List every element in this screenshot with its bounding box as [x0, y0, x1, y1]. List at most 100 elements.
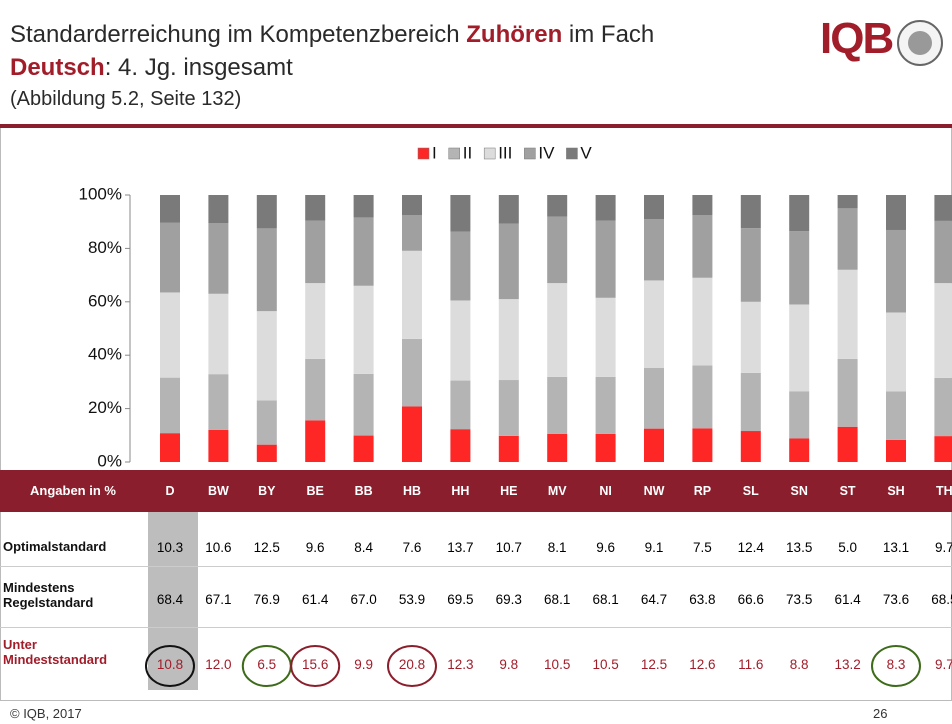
bar-segment — [547, 283, 568, 377]
table-cell: 67.1 — [205, 592, 232, 607]
bar-segment — [692, 195, 713, 216]
bar-segment — [886, 391, 906, 440]
bar-segment — [644, 428, 664, 462]
highlight-ring — [145, 645, 195, 687]
table-cell: 13.5 — [786, 540, 813, 555]
table-cell: 69.5 — [447, 592, 474, 607]
column-header: SH — [887, 484, 905, 498]
column-header: HB — [402, 484, 422, 498]
bar-segment — [498, 435, 519, 462]
table-cell: 10.6 — [205, 540, 232, 555]
highlight-column — [148, 512, 198, 690]
bar-segment — [208, 223, 229, 294]
column-header: HH — [451, 484, 470, 498]
table-cell: 12.6 — [689, 657, 716, 672]
column-header: D — [165, 484, 175, 498]
column-header: HE — [500, 484, 518, 498]
table-cell: 8.8 — [789, 657, 809, 672]
chart: 0%20%40%60%80%100%I II III IV V — [79, 143, 952, 470]
bar-segment — [353, 435, 374, 462]
bar-segment — [692, 428, 713, 462]
table-cell: 9.7 — [935, 657, 952, 672]
bar-segment — [886, 439, 906, 462]
table-cell: 12.4 — [737, 540, 764, 555]
legend-label: III — [498, 143, 512, 162]
bar-segment — [595, 195, 616, 221]
table-cell: 61.4 — [302, 592, 329, 607]
bar-segment — [740, 431, 761, 462]
table-cell: 73.6 — [882, 592, 910, 607]
table-cell: 10.8 — [156, 657, 184, 672]
table-cell: 73.5 — [786, 592, 813, 607]
highlight-ring — [387, 645, 437, 687]
table-cell: 12.5 — [640, 657, 668, 672]
bar-segment — [498, 380, 519, 436]
bar-segment — [402, 195, 422, 216]
table-cell: 7.6 — [402, 540, 422, 555]
bar-segment — [934, 283, 952, 378]
bar-segment — [886, 229, 906, 313]
table-cell: 53.9 — [398, 592, 426, 607]
bar-segment — [208, 293, 229, 375]
bar-segment — [305, 420, 326, 462]
table-corner: Angaben in % — [30, 483, 116, 498]
bar-segment — [547, 433, 568, 462]
table-cell: 76.9 — [253, 592, 280, 607]
bar-segment — [353, 285, 374, 374]
bar-segment — [692, 365, 713, 429]
table-cell: 8.3 — [886, 657, 906, 672]
bar-segment — [208, 195, 229, 224]
bar-segment — [740, 372, 761, 432]
bar-segment — [402, 215, 422, 251]
table: Angaben in % D BW BY BE BB HB HH HE MV NI NW RP SL SN S… — [0, 470, 952, 692]
column-header: TH — [936, 484, 952, 498]
table-cell: 68.1 — [592, 592, 619, 607]
bar-segment — [402, 406, 422, 462]
column-header: SN — [790, 484, 808, 498]
bar-segment — [886, 312, 906, 392]
row-label: Mindestens Regelstandard — [3, 580, 94, 610]
bar-segment — [353, 195, 374, 218]
column-header: BB — [354, 484, 373, 498]
bar-segment — [644, 195, 664, 220]
bar-segment — [256, 195, 277, 229]
bar-segment — [547, 195, 568, 217]
bar-segment — [305, 283, 326, 359]
seal — [897, 20, 943, 66]
bar-segment — [305, 220, 326, 284]
row-label: Optimalstandard — [3, 539, 107, 554]
bar-segment — [837, 208, 858, 270]
table-cell: 6.5 — [257, 657, 277, 672]
bar-segment — [934, 377, 952, 437]
bar-segment — [498, 223, 519, 300]
table-cell: 7.5 — [693, 540, 712, 555]
highlight-ring — [871, 645, 921, 687]
legend-label: II — [463, 143, 472, 162]
bar-segment — [934, 436, 952, 462]
bar-segment — [595, 220, 616, 298]
y-tick-label: 0% — [97, 451, 122, 470]
table-cell: 10.5 — [592, 657, 619, 672]
bar-segment — [305, 358, 326, 421]
column-header: MV — [547, 484, 567, 498]
y-tick-label: 20% — [88, 398, 122, 417]
bar-segment — [305, 195, 326, 221]
bar-segment — [644, 219, 664, 281]
table-cell: 8.1 — [547, 540, 567, 555]
bar-segment — [644, 367, 664, 429]
bar-segment — [160, 433, 180, 462]
slide-subtitle: (Abbildung 5.2, Seite 132) — [10, 88, 242, 110]
table-cell: 68.1 — [544, 592, 571, 607]
legend-swatch — [524, 147, 536, 160]
table-cell: 5.0 — [838, 540, 857, 555]
bar-segment — [498, 195, 519, 224]
y-tick-label: 80% — [88, 238, 122, 257]
column-header: ST — [839, 484, 856, 498]
page-number: 26 — [873, 706, 888, 721]
title-rule — [0, 124, 952, 128]
bar-segment — [450, 380, 471, 430]
table-cell: 63.8 — [689, 592, 716, 607]
legend-label: I — [432, 143, 437, 162]
table-cell: 13.2 — [834, 657, 861, 672]
table-cell: 9.7 — [935, 540, 952, 555]
